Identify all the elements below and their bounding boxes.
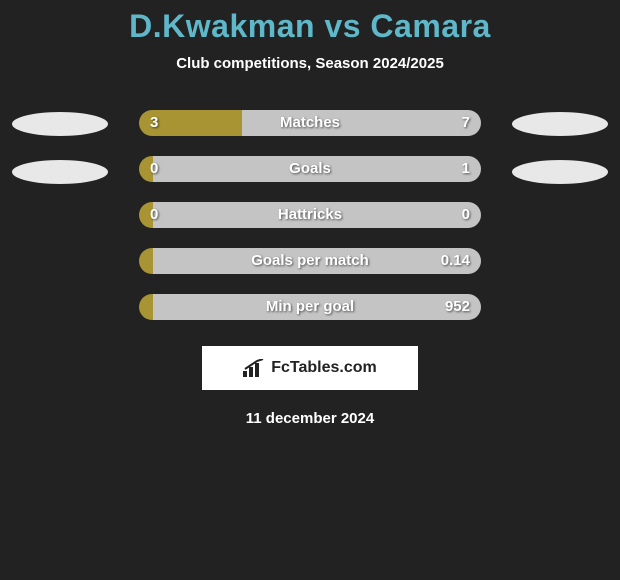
brand-text: FcTables.com bbox=[271, 359, 377, 377]
metric-row: 37Matches bbox=[0, 100, 620, 146]
metric-label: Matches bbox=[139, 110, 481, 136]
bar-chart-icon bbox=[243, 359, 265, 377]
brand-box: FcTables.com bbox=[202, 346, 418, 390]
player-ellipse-right bbox=[512, 112, 608, 136]
metric-label: Hattricks bbox=[139, 202, 481, 228]
metric-label: Min per goal bbox=[139, 294, 481, 320]
metric-label: Goals per match bbox=[139, 248, 481, 274]
metric-row: 952Min per goal bbox=[0, 284, 620, 330]
page-title: D.Kwakman vs Camara bbox=[0, 8, 620, 45]
metric-row: 01Goals bbox=[0, 146, 620, 192]
subtitle: Club competitions, Season 2024/2025 bbox=[0, 55, 620, 72]
player-ellipse-right bbox=[512, 160, 608, 184]
metric-row: 00Hattricks bbox=[0, 192, 620, 238]
player-ellipse-left bbox=[12, 160, 108, 184]
player-ellipse-left bbox=[12, 112, 108, 136]
metric-rows: 37Matches01Goals00Hattricks0.14Goals per… bbox=[0, 100, 620, 330]
comparison-infographic: D.Kwakman vs Camara Club competitions, S… bbox=[0, 0, 620, 427]
date-line: 11 december 2024 bbox=[0, 410, 620, 427]
metric-row: 0.14Goals per match bbox=[0, 238, 620, 284]
metric-label: Goals bbox=[139, 156, 481, 182]
